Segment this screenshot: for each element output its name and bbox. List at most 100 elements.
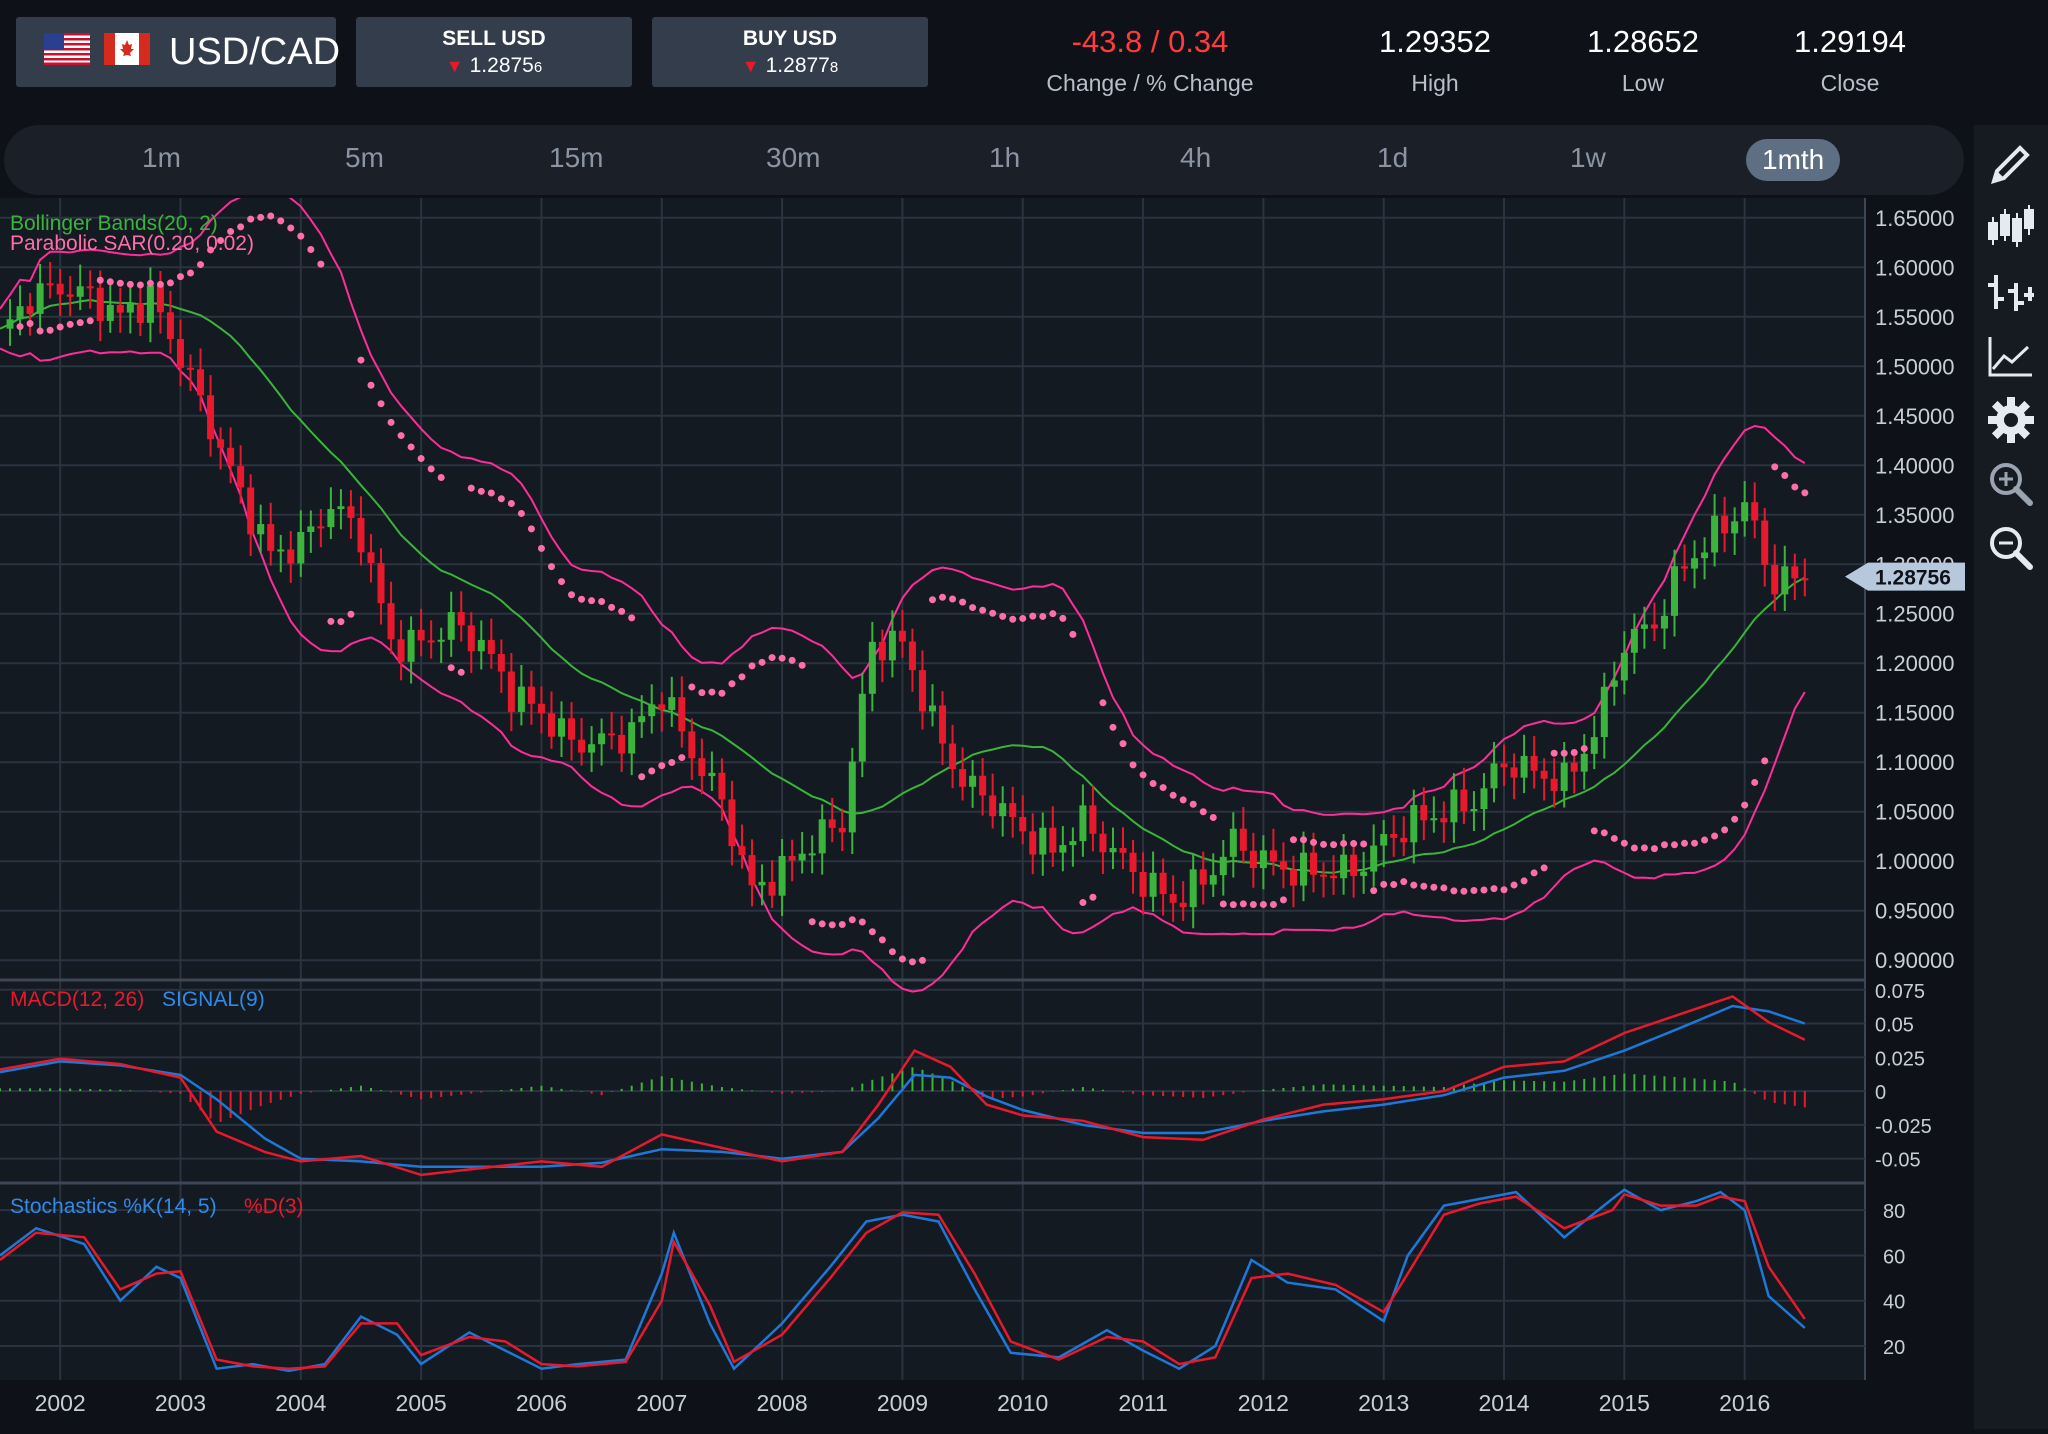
- candle-body: [116, 304, 124, 313]
- year-tick-label: 2005: [396, 1390, 447, 1416]
- candle-body: [1460, 789, 1468, 812]
- candle-body: [1540, 770, 1548, 779]
- candlestick-icon[interactable]: [1984, 201, 2038, 255]
- candle-body: [868, 641, 876, 694]
- candle-body: [808, 853, 816, 856]
- price-tick-label: 1.55000: [1875, 305, 1955, 330]
- parabolic-sar-dot: [1430, 883, 1438, 891]
- candle-body: [558, 718, 566, 737]
- us-flag-icon: [44, 33, 90, 65]
- timeframe-1mth[interactable]: 1mth: [1746, 139, 1841, 181]
- candle-body: [858, 693, 866, 762]
- parabolic-sar-dot: [257, 213, 265, 221]
- parabolic-sar-dot: [1550, 749, 1558, 757]
- ohlc-bars-icon[interactable]: [1984, 265, 2038, 319]
- candle-body: [788, 855, 796, 861]
- candle-body: [798, 853, 806, 861]
- parabolic-sar-dot: [317, 260, 325, 268]
- change-value: -43.8 / 0.34: [1071, 24, 1229, 59]
- year-tick-label: 2014: [1478, 1390, 1529, 1416]
- parabolic-sar-dot: [1781, 471, 1789, 479]
- parabolic-sar-dot: [1620, 839, 1628, 847]
- parabolic-sar-dot: [818, 920, 826, 928]
- timeframe-1h[interactable]: 1h: [989, 142, 1021, 173]
- parabolic-sar-dot: [828, 921, 836, 929]
- down-arrow-icon: ▼: [741, 56, 760, 76]
- parabolic-sar-dot: [1229, 901, 1237, 909]
- parabolic-sar-dot: [327, 617, 335, 625]
- parabolic-sar-dot: [949, 595, 957, 603]
- parabolic-sar-dot: [1209, 814, 1217, 822]
- timeframe-4h[interactable]: 4h: [1180, 142, 1212, 173]
- candle-body: [527, 686, 535, 704]
- parabolic-sar-dot: [247, 215, 255, 223]
- chart-tools-sidebar: [1974, 125, 2048, 1429]
- timeframe-1d[interactable]: 1d: [1377, 142, 1409, 173]
- zoom-out-icon[interactable]: [1984, 521, 2038, 575]
- candle-body: [1069, 841, 1077, 846]
- sell-price: ▼ 1.28756: [356, 54, 632, 78]
- timeframe-1m[interactable]: 1m: [142, 142, 181, 173]
- buy-usd-button[interactable]: BUY USD ▼ 1.28778: [652, 17, 928, 87]
- parabolic-sar-dot: [1681, 839, 1689, 847]
- candle-body: [287, 549, 295, 564]
- parabolic-sar-dot: [487, 489, 495, 497]
- candle-body: [547, 713, 555, 737]
- parabolic-sar-dot: [1520, 877, 1528, 885]
- parabolic-sar-dot: [738, 673, 746, 681]
- candle-body: [1330, 875, 1338, 879]
- zoom-in-icon[interactable]: [1984, 457, 2038, 511]
- candle-body: [1370, 845, 1378, 872]
- candle-body: [1129, 852, 1137, 872]
- parabolic-sar-dot: [768, 654, 776, 662]
- currency-pair-selector[interactable]: USD/CAD: [16, 17, 340, 87]
- year-tick-label: 2006: [516, 1390, 567, 1416]
- candle-body: [126, 303, 134, 313]
- candle-body: [698, 758, 706, 777]
- candle-body: [1430, 818, 1438, 821]
- candle-body: [929, 705, 936, 712]
- candle-body: [828, 819, 836, 828]
- chart-area[interactable]: 1.65000 1.60000 1.55000 1.50000 1.45000 1.400…: [0, 185, 1970, 1429]
- price-tick-label: 1.05000: [1875, 800, 1955, 825]
- sell-usd-button[interactable]: SELL USD ▼ 1.28756: [356, 17, 632, 87]
- parabolic-sar-dot: [1510, 881, 1518, 889]
- parabolic-sar-dot: [1761, 757, 1769, 765]
- candle-body: [758, 881, 766, 886]
- candle-body: [367, 552, 375, 564]
- sell-price-pip: 6: [533, 59, 543, 76]
- candle-body: [1440, 818, 1448, 823]
- parabolic-sar-dot: [568, 591, 576, 599]
- candle-body: [1681, 566, 1689, 569]
- candle-body: [989, 795, 997, 817]
- price-chart-svg[interactable]: 1.65000 1.60000 1.55000 1.50000 1.45000 1.400…: [0, 185, 1970, 1429]
- high-label: High: [1411, 70, 1459, 96]
- parabolic-sar-dot: [1711, 832, 1719, 840]
- candle-body: [1159, 872, 1167, 895]
- candle-body: [277, 549, 285, 552]
- timeframe-1w[interactable]: 1w: [1570, 142, 1606, 173]
- signal-line: [0, 1004, 1806, 1169]
- parabolic-sar-dot: [1340, 839, 1348, 847]
- candle-body: [1039, 827, 1047, 855]
- gear-icon[interactable]: [1984, 393, 2038, 447]
- parabolic-sar-dot: [1189, 800, 1197, 808]
- pencil-icon[interactable]: [1984, 137, 2038, 191]
- parabolic-sar-dot: [979, 606, 987, 614]
- parabolic-sar-dot: [638, 773, 646, 781]
- candle-body: [427, 640, 435, 643]
- candle-body: [176, 339, 184, 368]
- timeframe-5m[interactable]: 5m: [345, 142, 384, 173]
- candle-body: [1791, 566, 1799, 579]
- candle-body: [999, 803, 1007, 817]
- parabolic-sar-dot: [578, 595, 586, 603]
- timeframe-15m[interactable]: 15m: [549, 142, 604, 173]
- candle-body: [156, 285, 164, 313]
- price-tick-label: 1.65000: [1875, 206, 1955, 231]
- candle-body: [1079, 805, 1087, 842]
- price-tick-label: 1.60000: [1875, 255, 1955, 280]
- line-chart-icon[interactable]: [1984, 329, 2038, 383]
- timeframe-30m[interactable]: 30m: [766, 142, 821, 173]
- candle-body: [1099, 833, 1107, 853]
- candle-body: [708, 772, 716, 777]
